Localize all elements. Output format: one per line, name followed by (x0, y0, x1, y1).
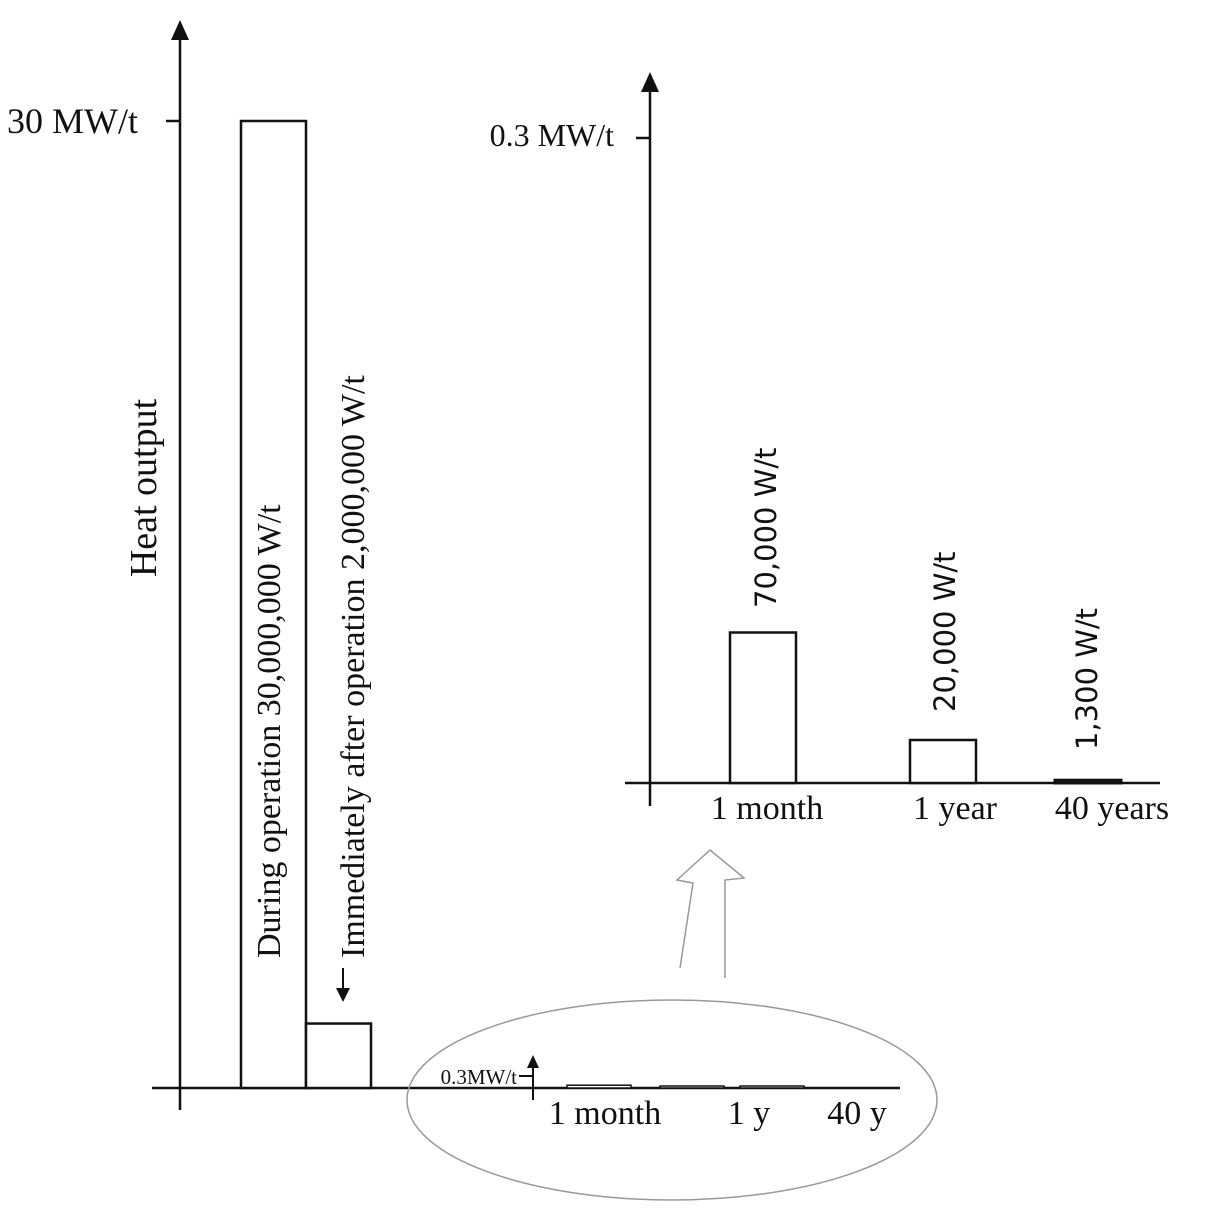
zoom-bar-1-year (908, 738, 978, 785)
callout-ellipse (406, 999, 938, 1201)
zoom-bar-label-1-year: 20,000 W/t (928, 551, 962, 712)
inset-x-label-1-y: 1 y (728, 1095, 771, 1132)
main-y-tick-label: 30 MW/t (7, 101, 138, 141)
inset-x-label-1-month: 1 month (549, 1095, 661, 1132)
inset-bar-1-y (659, 1085, 725, 1089)
bar-label-during-operation: During operation 30,000,000 W/t (251, 504, 288, 958)
zoom-chart: 0.3 MW/t 70,000 W/t 20,000 W/t 1,300 W/t… (490, 72, 1169, 827)
inset-y-axis-arrow (527, 1055, 539, 1068)
zoom-bar-40-years (1053, 778, 1123, 785)
main-y-axis-label: Heat output (123, 398, 165, 577)
inset-bar-1-month (566, 1084, 632, 1089)
down-arrow-icon (336, 988, 350, 1002)
zoom-x-label-1-month: 1 month (711, 790, 823, 827)
inset-y-tick-label: 0.3MW/t (441, 1065, 518, 1089)
zoom-x-label-1-year: 1 year (913, 790, 998, 827)
bar-immediately-after-operation (304, 1022, 373, 1090)
inset-bar-40-y (739, 1085, 805, 1089)
bar-during-operation (239, 119, 308, 1090)
magnify-arrow-icon (675, 849, 746, 978)
main-chart: 30 MW/t Heat output During operation 30,… (7, 20, 900, 1132)
main-inset: 0.3MW/t 1 month 1 y 40 y (441, 1055, 887, 1132)
zoom-y-axis-arrow (641, 72, 659, 92)
zoom-bar-label-1-month: 70,000 W/t (749, 447, 783, 608)
inset-x-label-40-y: 40 y (827, 1095, 887, 1132)
zoom-bar-1-month (728, 631, 798, 785)
callout (406, 849, 938, 1201)
zoom-x-label-40-years: 40 years (1055, 790, 1169, 827)
main-y-axis-arrow (171, 20, 189, 40)
bar-label-immediately-after-operation: Immediately after operation 2,000,000 W/… (335, 375, 372, 958)
zoom-y-tick-label: 0.3 MW/t (490, 117, 615, 153)
zoom-bar-label-40-years: 1,300 W/t (1070, 608, 1104, 750)
